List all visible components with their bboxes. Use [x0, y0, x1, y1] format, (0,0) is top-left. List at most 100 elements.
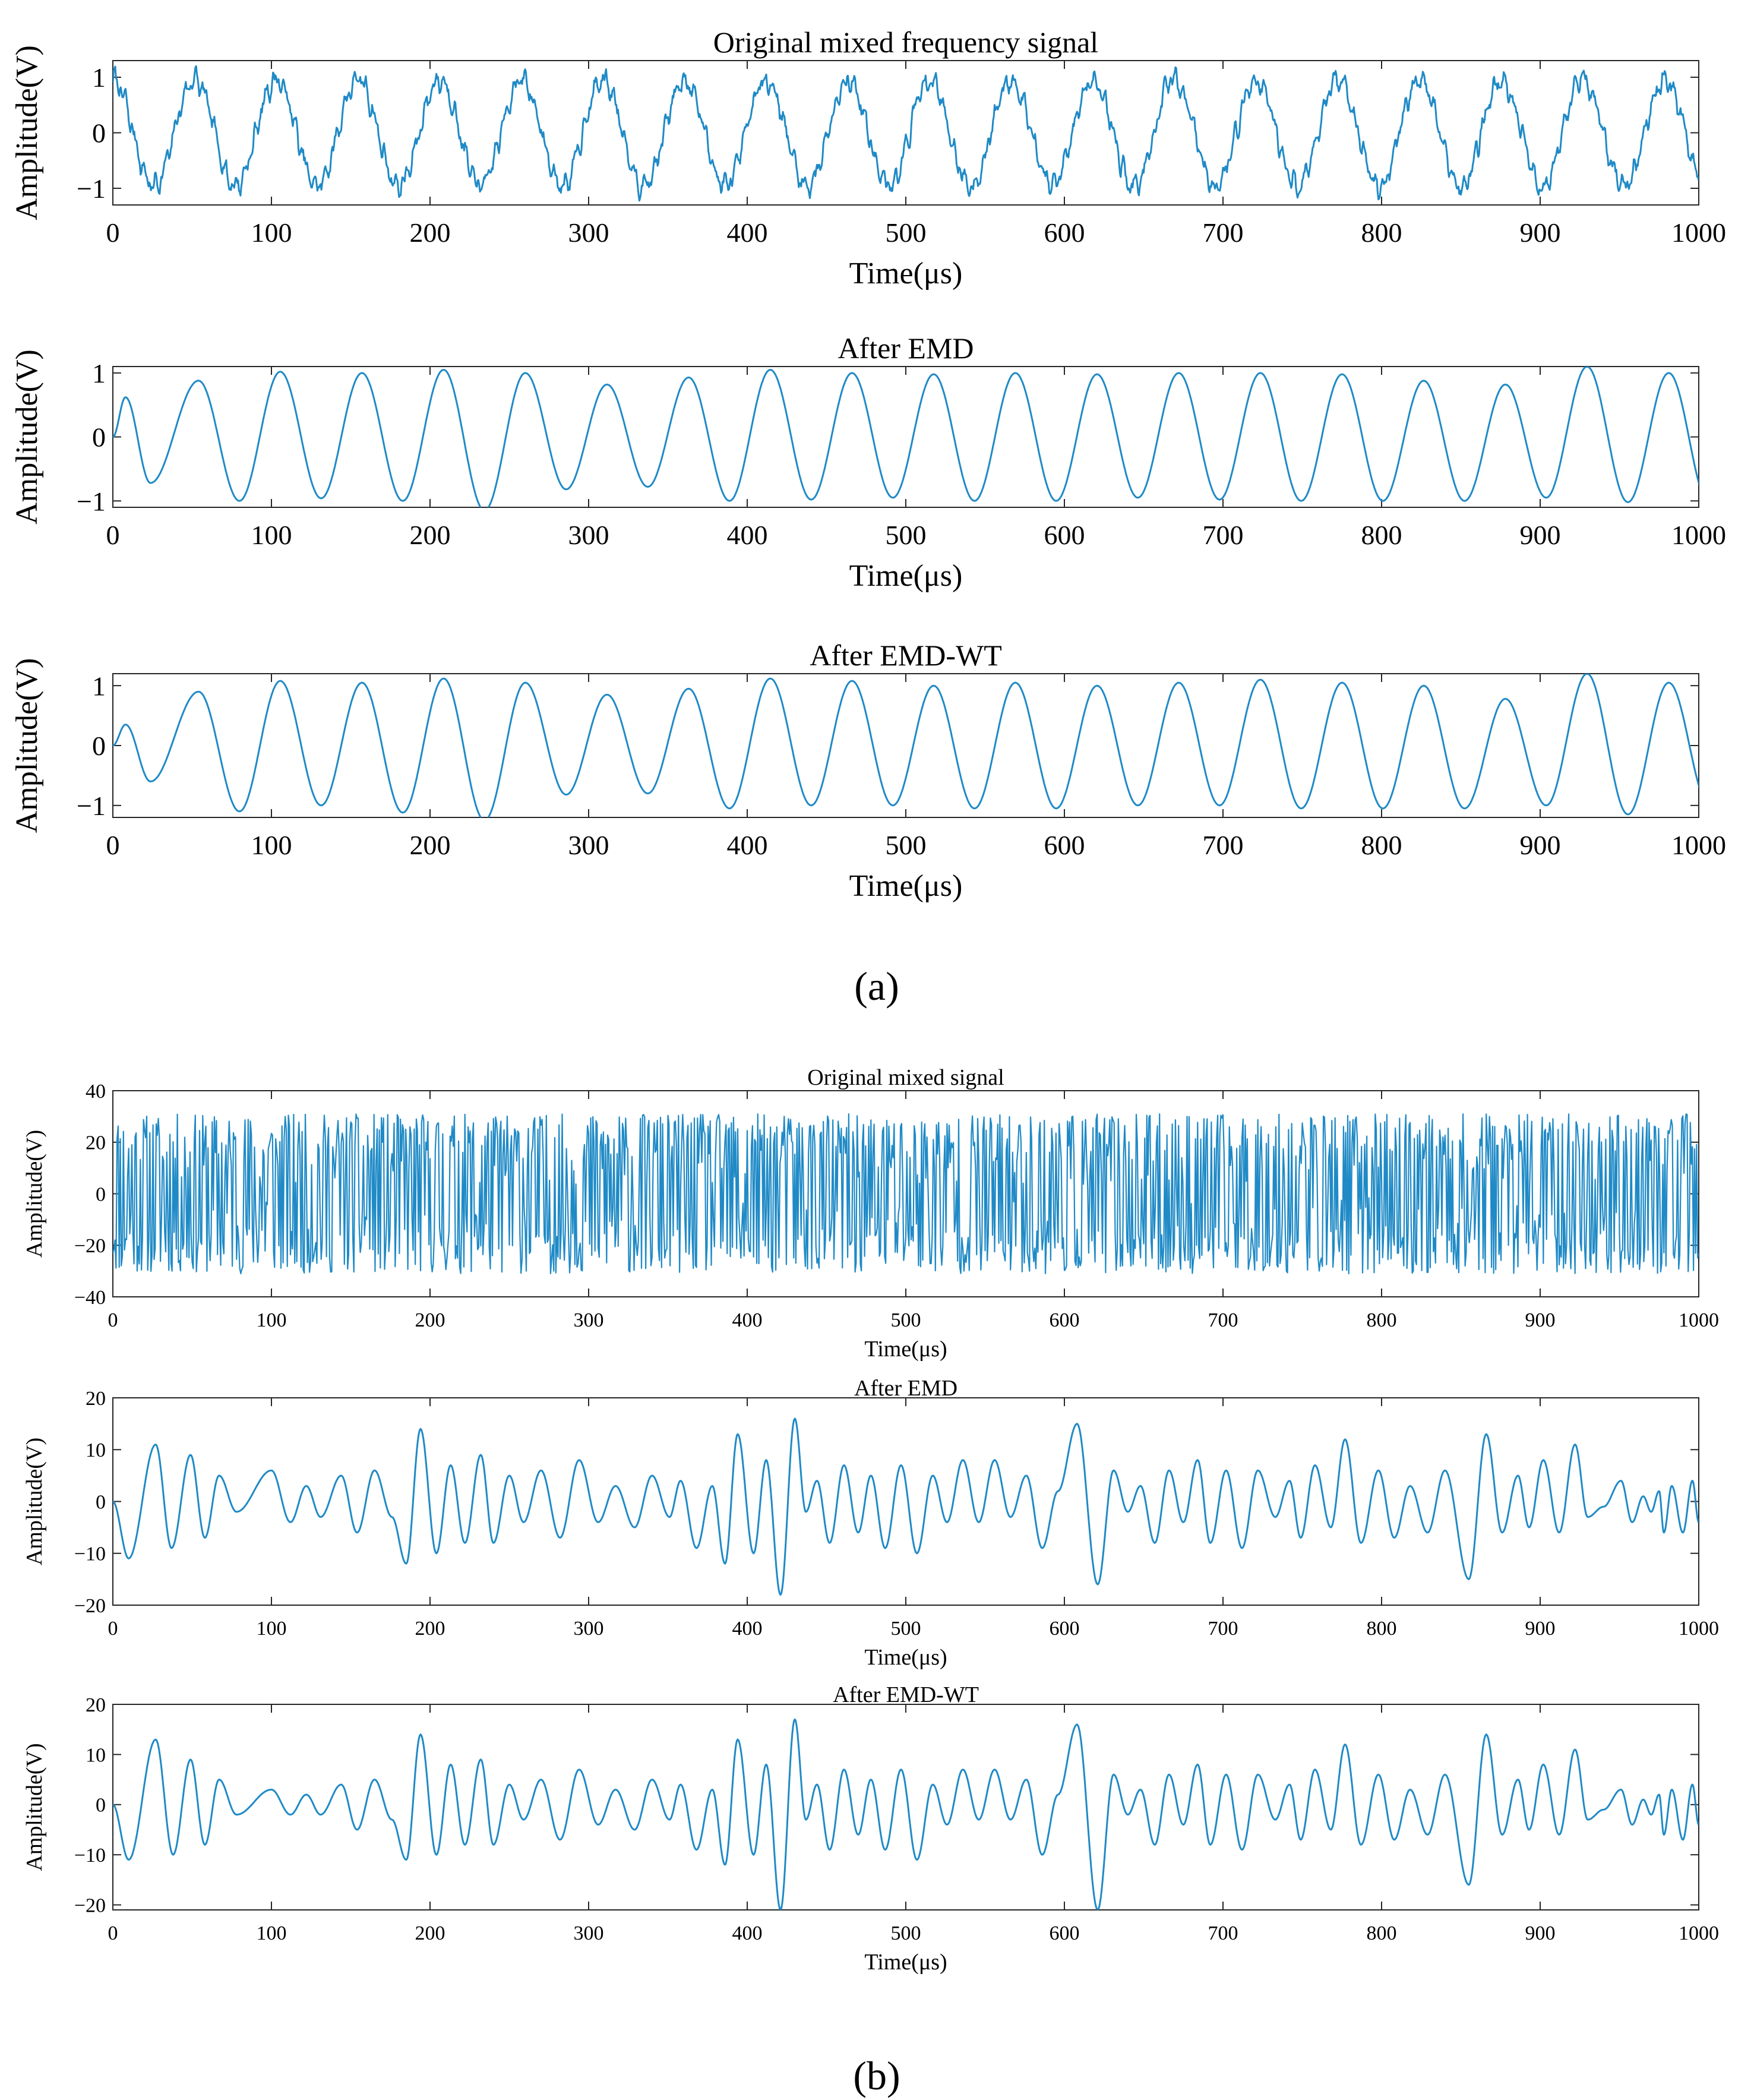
x-tick-label: 0: [106, 830, 120, 860]
x-tick-label: 600: [1044, 520, 1085, 550]
chart-title: Original mixed signal: [807, 1065, 1004, 1090]
x-tick-label: 300: [568, 520, 609, 550]
chart-title: After EMD: [838, 331, 974, 365]
x-tick-label: 500: [886, 217, 927, 248]
y-tick-label: 1: [92, 671, 106, 701]
y-axis-label: Amplitude(V): [10, 658, 44, 833]
y-tick-label: −20: [74, 1235, 106, 1257]
series-line-emd_wt: [113, 1718, 1699, 1910]
x-tick-label: 400: [732, 1618, 763, 1640]
y-axis-label: Amplitude(V): [10, 349, 44, 525]
x-tick-label: 500: [886, 520, 927, 550]
x-axis-label: Time(μs): [849, 257, 963, 290]
chart-title: After EMD: [854, 1376, 957, 1401]
y-tick-label: 0: [92, 731, 106, 761]
y-tick-label: 20: [86, 1132, 106, 1154]
chart-a3: After EMD-WT 0 100 200 300 400 500 600 700 800 900…: [10, 639, 1726, 903]
x-tick-label: 900: [1520, 830, 1561, 860]
series-line-emd_wt: [113, 674, 1699, 817]
x-tick-label: 300: [574, 1618, 604, 1640]
y-tick-label: 0: [92, 118, 106, 149]
x-tick-label: 200: [415, 1922, 445, 1944]
x-tick-label: 1000: [1679, 1922, 1719, 1944]
x-tick-label: 900: [1525, 1309, 1556, 1331]
x-tick-label: 500: [886, 830, 927, 860]
y-tick-label: 10: [86, 1744, 106, 1766]
y-axis-label: Amplitude(V): [10, 45, 44, 220]
x-tick-label: 400: [732, 1309, 763, 1331]
x-tick-label: 0: [106, 520, 120, 550]
x-tick-label: 0: [108, 1618, 118, 1640]
y-axis-label: Amplitude(V): [22, 1743, 47, 1871]
x-tick-label: 700: [1208, 1922, 1238, 1944]
x-tick-label: 500: [891, 1309, 921, 1331]
x-tick-label: 500: [891, 1618, 921, 1640]
y-tick-label: 40: [86, 1081, 106, 1103]
x-tick-label: 1000: [1671, 830, 1726, 860]
x-tick-label: 700: [1208, 1618, 1238, 1640]
series-line-emd: [113, 1417, 1699, 1596]
series-line-signal: [113, 65, 1699, 202]
y-tick-label: −1: [77, 791, 106, 821]
x-axis-label: Time(μs): [849, 869, 963, 903]
x-axis-label: Time(μs): [849, 559, 963, 593]
x-tick-label: 600: [1050, 1618, 1080, 1640]
y-tick-label: −1: [77, 486, 106, 516]
x-tick-label: 800: [1367, 1309, 1397, 1331]
x-tick-label: 400: [727, 217, 768, 248]
x-tick-label: 0: [108, 1309, 118, 1331]
x-tick-label: 600: [1044, 217, 1085, 248]
y-tick-label: 20: [86, 1694, 106, 1716]
chart-title: After EMD-WT: [810, 639, 1002, 672]
chart-b3: After EMD-WT0 100 200 300 400 500 600 700 800 900…: [22, 1682, 1719, 1975]
x-tick-label: 700: [1208, 1309, 1238, 1331]
chart-a2: After EMD 0 100 200 300 400 500 600 700 800 900 100…: [10, 331, 1726, 593]
x-tick-label: 100: [257, 1309, 287, 1331]
x-tick-label: 200: [410, 217, 451, 248]
x-tick-label: 300: [568, 217, 609, 248]
y-axis-label: Amplitude(V): [22, 1130, 47, 1258]
x-tick-label: 300: [574, 1309, 604, 1331]
x-tick-label: 300: [568, 830, 609, 860]
x-axis-label: Time(μs): [864, 1950, 947, 1975]
y-tick-label: 10: [86, 1439, 106, 1461]
x-tick-label: 600: [1044, 830, 1085, 860]
plot-frame: [112, 1704, 1699, 1910]
y-tick-label: −10: [74, 1845, 106, 1867]
series-line-emd: [113, 367, 1699, 507]
x-tick-label: 700: [1203, 217, 1244, 248]
x-tick-label: 1000: [1679, 1618, 1719, 1640]
x-tick-label: 200: [410, 830, 451, 860]
x-tick-label: 200: [415, 1309, 445, 1331]
x-tick-label: 400: [732, 1922, 763, 1944]
x-tick-label: 900: [1525, 1922, 1556, 1944]
y-tick-label: −10: [74, 1543, 106, 1565]
x-tick-label: 700: [1203, 830, 1244, 860]
x-tick-label: 500: [891, 1922, 921, 1944]
x-tick-label: 200: [415, 1618, 445, 1640]
x-tick-label: 1000: [1679, 1309, 1719, 1331]
part-b-label: (b): [853, 2053, 900, 2098]
plot-frame: [112, 60, 1699, 206]
plot-frame: [112, 1397, 1699, 1606]
x-tick-label: 100: [251, 217, 292, 248]
chart-title: Original mixed frequency signal: [713, 26, 1098, 59]
y-tick-label: −40: [74, 1287, 106, 1309]
x-tick-label: 800: [1361, 520, 1402, 550]
y-tick-label: 1: [92, 358, 106, 389]
x-axis-label: Time(μs): [864, 1337, 947, 1362]
x-tick-label: 200: [410, 520, 451, 550]
x-tick-label: 900: [1520, 217, 1561, 248]
x-axis-label: Time(μs): [864, 1645, 947, 1670]
x-tick-label: 1000: [1671, 520, 1726, 550]
x-tick-label: 800: [1361, 830, 1402, 860]
plot-frame: [112, 366, 1699, 508]
y-tick-label: 0: [96, 1491, 106, 1513]
x-tick-label: 400: [727, 830, 768, 860]
y-tick-label: 20: [86, 1388, 106, 1410]
x-tick-label: 600: [1050, 1922, 1080, 1944]
x-tick-label: 800: [1361, 217, 1402, 248]
y-tick-label: −20: [74, 1894, 106, 1916]
x-tick-label: 0: [108, 1922, 118, 1944]
